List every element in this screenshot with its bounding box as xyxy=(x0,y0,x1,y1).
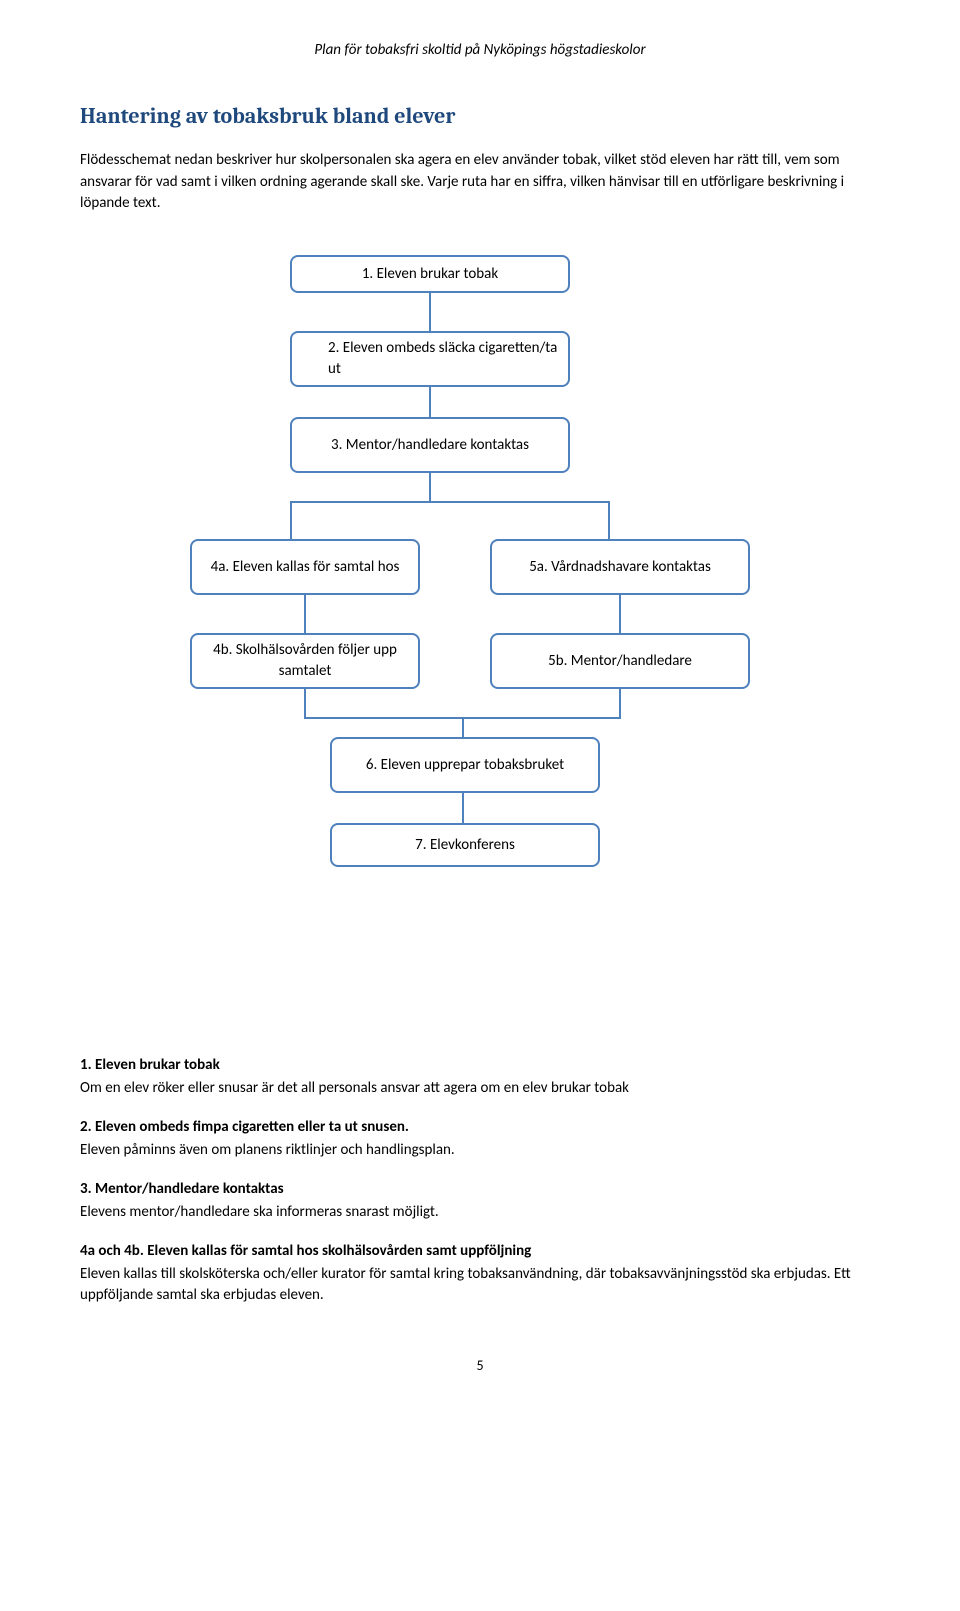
page-header-title: Plan för tobaksfri skoltid på Nyköpings … xyxy=(80,40,880,61)
flow-box-5a: 5a. Vårdnadshavare kontaktas xyxy=(490,539,750,595)
intro-paragraph: Flödesschemat nedan beskriver hur skolpe… xyxy=(80,150,880,215)
section-1-body: Om en elev röker eller snusar är det all… xyxy=(80,1078,880,1099)
connector xyxy=(608,501,610,539)
connector xyxy=(429,473,431,501)
flow-box-4b: 4b. Skolhälsovården följer upp samtalet xyxy=(190,633,420,689)
section-1-head: 1. Eleven brukar tobak xyxy=(80,1055,880,1076)
section-4-body: Eleven kallas till skolsköterska och/ell… xyxy=(80,1264,880,1306)
flow-box-5b: 5b. Mentor/handledare xyxy=(490,633,750,689)
section-4-head: 4a och 4b. Eleven kallas för samtal hos … xyxy=(80,1241,880,1262)
connector xyxy=(304,595,306,633)
connector xyxy=(619,689,621,717)
connector xyxy=(462,717,464,737)
section-3-body: Elevens mentor/handledare ska informeras… xyxy=(80,1202,880,1223)
flow-box-3: 3. Mentor/handledare kontaktas xyxy=(290,417,570,473)
section-2-body: Eleven påminns även om planens riktlinje… xyxy=(80,1140,880,1161)
main-heading: Hantering av tobaksbruk bland elever xyxy=(80,101,880,132)
section-3-head: 3. Mentor/handledare kontaktas xyxy=(80,1179,880,1200)
connector xyxy=(304,689,306,717)
flow-box-6: 6. Eleven upprepar tobaksbruket xyxy=(330,737,600,793)
flow-box-7: 7. Elevkonferens xyxy=(330,823,600,867)
connector xyxy=(429,293,431,331)
flow-box-1: 1. Eleven brukar tobak xyxy=(290,255,570,293)
flow-box-2: 2. Eleven ombeds släcka cigaretten/ta ut xyxy=(290,331,570,387)
page-number: 5 xyxy=(80,1356,880,1376)
connector xyxy=(429,387,431,417)
connector xyxy=(290,501,292,539)
connector xyxy=(290,501,610,503)
connector xyxy=(462,793,464,823)
connector xyxy=(619,595,621,633)
section-2-head: 2. Eleven ombeds fimpa cigaretten eller … xyxy=(80,1117,880,1138)
flow-box-4a: 4a. Eleven kallas för samtal hos xyxy=(190,539,420,595)
flowchart: 1. Eleven brukar tobak 2. Eleven ombeds … xyxy=(160,255,800,1015)
